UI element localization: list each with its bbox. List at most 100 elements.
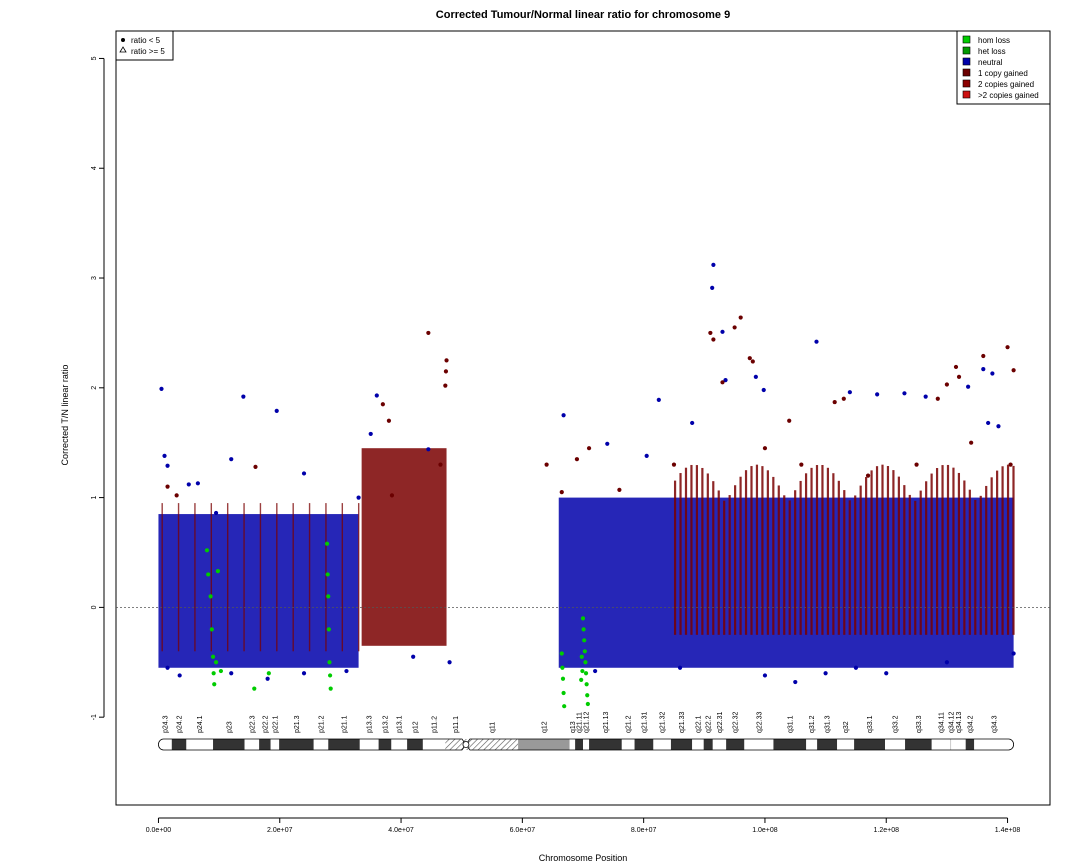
data-point <box>215 569 220 574</box>
ideogram-band <box>445 739 466 750</box>
data-point <box>969 440 974 445</box>
data-point <box>865 473 871 478</box>
ideogram-band <box>670 739 693 750</box>
data-point <box>761 387 766 393</box>
ideogram-band-label: p13.3 <box>367 715 374 733</box>
ideogram-band-label: q21.12 <box>584 711 591 733</box>
data-point <box>561 690 566 696</box>
data-point <box>884 671 889 676</box>
data-point <box>747 356 752 361</box>
data-point <box>443 369 449 374</box>
ideogram-band <box>974 739 1014 750</box>
ideogram-band <box>817 739 838 750</box>
data-point <box>690 420 695 426</box>
ideogram-band <box>773 739 807 750</box>
gain-stripe <box>734 485 737 635</box>
gain-stripe <box>276 503 278 652</box>
ideogram-band-label: q22.2 <box>706 715 713 733</box>
y-tick-label: 0 <box>91 605 98 609</box>
data-point <box>562 704 567 709</box>
data-point <box>944 382 949 387</box>
ideogram-band-label: q31.3 <box>825 715 832 733</box>
data-point <box>211 671 216 676</box>
gain-stripe <box>750 466 753 635</box>
gain-stripe <box>968 489 971 635</box>
data-point <box>711 262 716 267</box>
data-point <box>762 673 768 678</box>
gain-stripe <box>946 464 950 635</box>
data-point <box>253 464 258 469</box>
x-tick-label: 2.0e+07 <box>267 827 293 834</box>
axes: 0.0e+00 2.0e+07 4.0e+07 6.0e+07 8.0e+07 1.0e+… <box>91 56 1020 834</box>
ideogram-band <box>885 739 906 750</box>
shape-legend-box <box>115 30 174 61</box>
data-point <box>560 676 566 681</box>
data-point <box>574 457 580 462</box>
gain-stripe <box>783 495 786 635</box>
gain-stripe <box>772 476 775 635</box>
data-point <box>787 418 792 423</box>
ideogram-band-label: q34.11 <box>939 712 946 733</box>
data-point <box>902 391 907 396</box>
gain-stripe <box>728 495 731 635</box>
ideogram-band <box>806 739 818 750</box>
data-point <box>301 671 307 676</box>
legend-label: 2 copies gained <box>978 80 1034 89</box>
ideogram-band <box>634 739 654 750</box>
gain-stripe <box>259 503 262 652</box>
data-point <box>677 665 683 670</box>
data-point <box>711 337 716 342</box>
legend-label: 1 copy gained <box>978 69 1028 78</box>
y-tick-label: 5 <box>91 56 98 60</box>
data-point <box>944 660 949 665</box>
ideogram-band-label: q21.11 <box>577 712 584 733</box>
data-point <box>265 676 270 681</box>
ideogram-band <box>583 739 590 750</box>
data-point <box>617 487 622 493</box>
ideogram-band <box>518 739 570 750</box>
ideogram-band <box>270 739 280 750</box>
legend-label: het loss <box>978 47 1006 56</box>
data-point <box>981 367 986 372</box>
ideogram-band <box>950 739 952 750</box>
gain-stripe <box>843 490 846 635</box>
ideogram-band <box>279 739 314 750</box>
data-point <box>218 668 224 674</box>
gain-stripe <box>777 485 780 635</box>
data-point <box>411 654 416 659</box>
ideogram-band-label: p13.1 <box>397 715 404 733</box>
data-point <box>847 390 852 395</box>
data-point <box>186 482 191 487</box>
data-point <box>593 668 598 674</box>
ideogram-band <box>905 739 932 750</box>
gain-stripe <box>826 467 830 635</box>
chart-title: Corrected Tumour/Normal linear ratio for… <box>436 9 730 21</box>
data-point <box>799 462 804 467</box>
ideogram-band-label: q33.2 <box>893 715 900 733</box>
ideogram-band <box>259 739 271 750</box>
ideogram-band-label: q34.12 <box>948 711 955 733</box>
data-point <box>986 420 991 426</box>
legend-swatch <box>962 68 971 77</box>
gain-stripe <box>832 473 835 635</box>
data-point <box>793 679 798 685</box>
gain-stripe <box>821 465 824 635</box>
ideogram-band-label: q21.31 <box>641 711 648 733</box>
ideogram-band-label: q13 <box>570 721 577 733</box>
data-point <box>853 665 859 670</box>
gain-stripe <box>804 473 808 635</box>
gain-stripe <box>226 503 229 652</box>
data-point <box>210 654 216 659</box>
data-point <box>559 651 564 656</box>
ideogram-band-label: q22.32 <box>733 711 740 733</box>
data-point <box>956 374 962 379</box>
ideogram-band <box>837 739 855 750</box>
data-point <box>585 701 590 707</box>
gain-stripe <box>161 503 163 652</box>
data-point <box>209 627 214 632</box>
scatter-background-band <box>158 448 1015 668</box>
data-point <box>708 330 713 336</box>
gain-stripe <box>761 466 764 635</box>
x-tick-label: 8.0e+07 <box>631 827 657 834</box>
data-point <box>274 408 279 413</box>
